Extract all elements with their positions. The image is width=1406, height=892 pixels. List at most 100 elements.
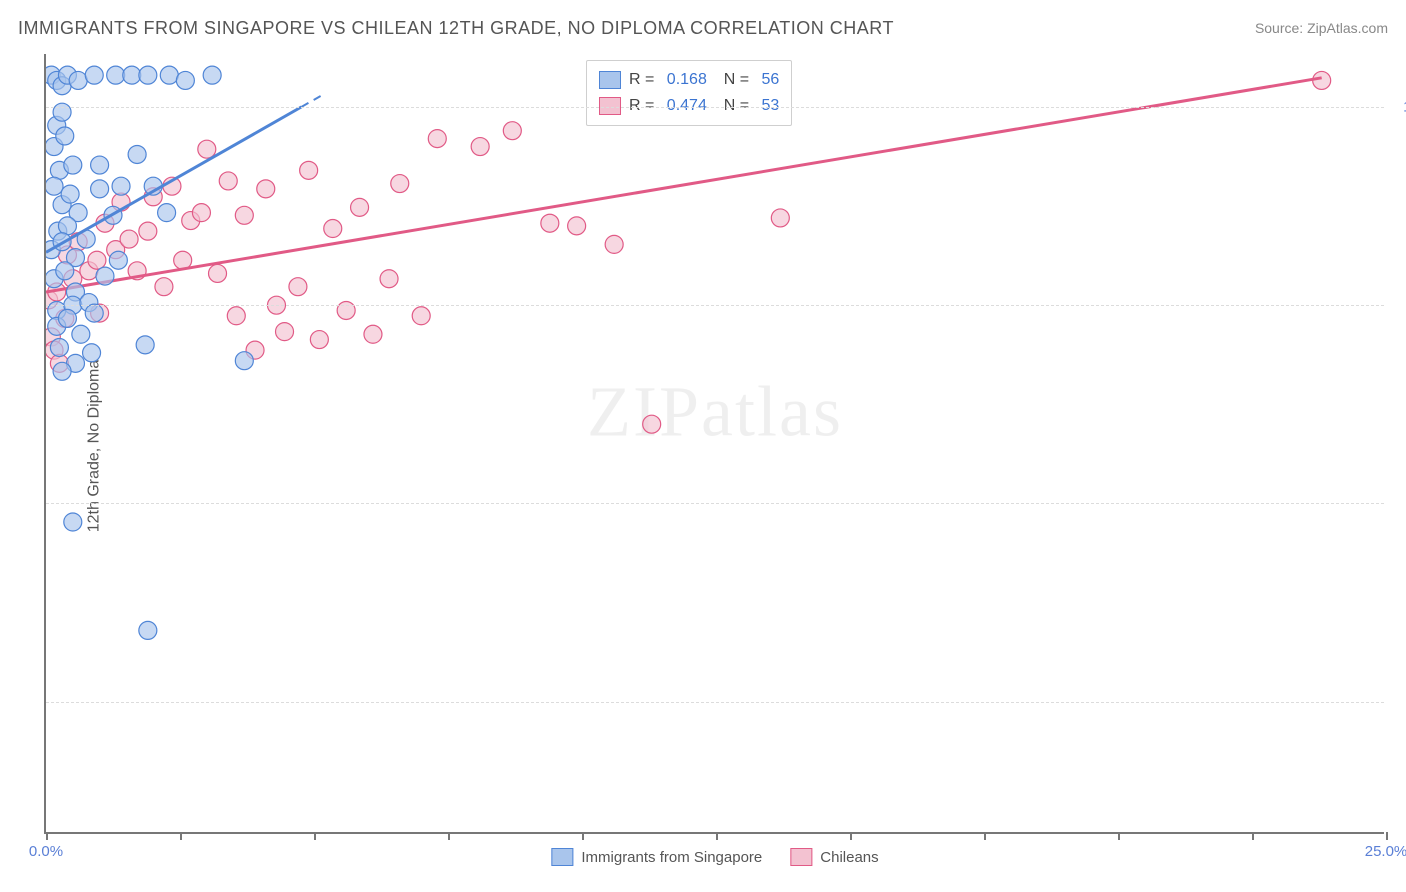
marker-chilean [412, 307, 430, 325]
source-label: Source: ZipAtlas.com [1255, 20, 1388, 36]
gridline [46, 107, 1384, 108]
marker-chilean [380, 270, 398, 288]
swatch-chilean-icon [790, 848, 812, 866]
marker-singapore [107, 66, 125, 84]
footer-item-chilean: Chileans [790, 848, 878, 866]
marker-singapore [160, 66, 178, 84]
marker-chilean [643, 415, 661, 433]
trend-singapore-dash [301, 94, 324, 107]
marker-singapore [56, 127, 74, 145]
marker-singapore [91, 156, 109, 174]
marker-singapore [85, 304, 103, 322]
marker-singapore [46, 177, 63, 195]
xtick [314, 832, 316, 840]
marker-chilean [471, 138, 489, 156]
xtick [1386, 832, 1388, 840]
marker-chilean [235, 206, 253, 224]
marker-singapore [128, 145, 146, 163]
marker-chilean [289, 278, 307, 296]
xtick-label: 25.0% [1365, 843, 1406, 860]
plot-area: ZIPatlas R = 0.168 N = 56 R = 0.474 N = … [44, 54, 1384, 834]
marker-chilean [310, 331, 328, 349]
r-value-singapore: 0.168 [667, 71, 707, 89]
marker-singapore [50, 338, 68, 356]
marker-singapore [109, 251, 127, 269]
marker-singapore [96, 267, 114, 285]
gridline [46, 702, 1384, 703]
marker-chilean [155, 278, 173, 296]
marker-chilean [139, 222, 157, 240]
ytick-label: 85.0% [1394, 495, 1406, 512]
marker-chilean [324, 220, 342, 238]
marker-singapore [123, 66, 141, 84]
marker-singapore [136, 336, 154, 354]
ytick-label: 92.5% [1394, 297, 1406, 314]
marker-chilean [209, 264, 227, 282]
trend-singapore [46, 107, 301, 252]
marker-chilean [568, 217, 586, 235]
xtick [850, 832, 852, 840]
marker-singapore [203, 66, 221, 84]
xtick [1118, 832, 1120, 840]
marker-singapore [72, 325, 90, 343]
ytick-label: 100.0% [1394, 98, 1406, 115]
marker-singapore [158, 204, 176, 222]
marker-chilean [351, 198, 369, 216]
gridline [46, 503, 1384, 504]
footer-item-singapore: Immigrants from Singapore [551, 848, 762, 866]
marker-chilean [219, 172, 237, 190]
marker-singapore [83, 344, 101, 362]
marker-chilean [503, 122, 521, 140]
swatch-singapore-icon [551, 848, 573, 866]
marker-singapore [53, 103, 71, 121]
marker-chilean [337, 301, 355, 319]
marker-chilean [605, 235, 623, 253]
marker-singapore [235, 352, 253, 370]
xtick [448, 832, 450, 840]
marker-singapore [58, 309, 76, 327]
chart-title: IMMIGRANTS FROM SINGAPORE VS CHILEAN 12T… [18, 18, 894, 39]
marker-singapore [91, 180, 109, 198]
marker-singapore [85, 66, 103, 84]
marker-singapore [69, 71, 87, 89]
xtick-label: 0.0% [29, 843, 63, 860]
scatter-svg [46, 54, 1386, 834]
marker-chilean [1313, 71, 1331, 89]
n-label: N = [715, 71, 754, 89]
marker-singapore [56, 262, 74, 280]
xtick [984, 832, 986, 840]
marker-chilean [227, 307, 245, 325]
footer-label-singapore: Immigrants from Singapore [581, 849, 762, 866]
marker-chilean [364, 325, 382, 343]
marker-singapore [139, 66, 157, 84]
gridline [46, 305, 1384, 306]
marker-chilean [300, 161, 318, 179]
marker-singapore [53, 362, 71, 380]
marker-singapore [61, 185, 79, 203]
swatch-singapore [599, 71, 621, 89]
xtick [180, 832, 182, 840]
n-value-singapore: 56 [762, 71, 780, 89]
xtick [46, 832, 48, 840]
marker-chilean [541, 214, 559, 232]
marker-singapore [64, 513, 82, 531]
legend-row-singapore: R = 0.168 N = 56 [599, 67, 779, 93]
xtick [1252, 832, 1254, 840]
marker-singapore [112, 177, 130, 195]
marker-singapore [176, 71, 194, 89]
stats-legend: R = 0.168 N = 56 R = 0.474 N = 53 [586, 60, 792, 126]
marker-chilean [192, 204, 210, 222]
xtick [716, 832, 718, 840]
marker-singapore [139, 621, 157, 639]
ytick-label: 77.5% [1394, 693, 1406, 710]
marker-chilean [120, 230, 138, 248]
marker-singapore [58, 217, 76, 235]
marker-chilean [428, 130, 446, 148]
marker-singapore [64, 156, 82, 174]
marker-chilean [88, 251, 106, 269]
xtick [582, 832, 584, 840]
marker-chilean [391, 175, 409, 193]
footer-legend: Immigrants from Singapore Chileans [551, 848, 878, 866]
marker-chilean [257, 180, 275, 198]
r-label: R = [629, 71, 659, 89]
